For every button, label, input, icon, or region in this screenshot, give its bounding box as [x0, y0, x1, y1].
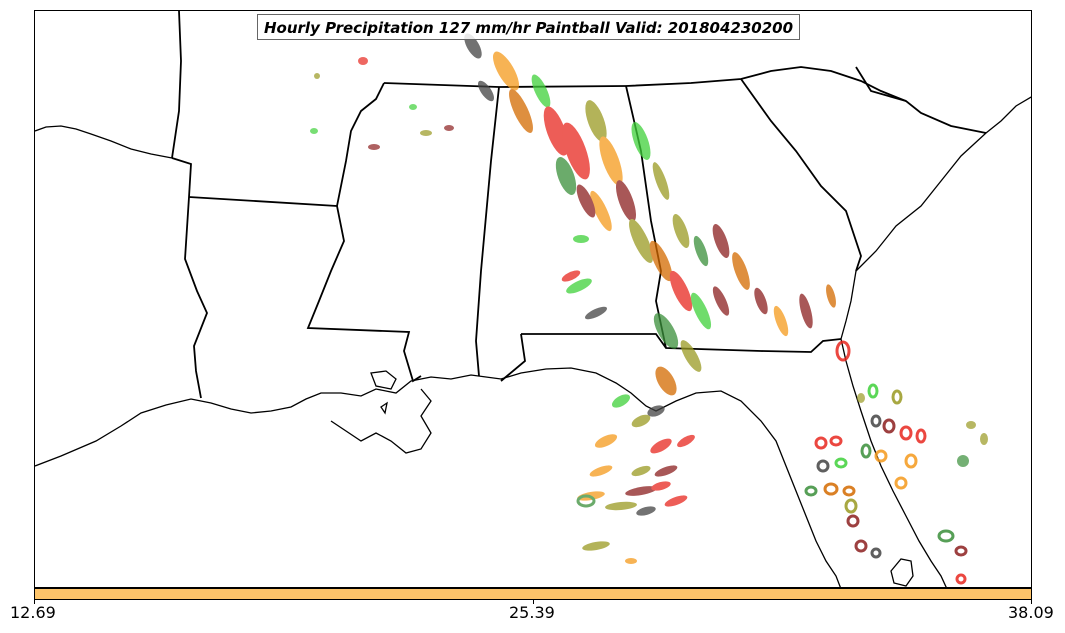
map-panel — [34, 10, 1032, 588]
state-borders — [171, 11, 987, 399]
precip-contours — [310, 33, 988, 585]
colorbar — [34, 588, 1032, 600]
colorbar-tick-mid — [533, 600, 534, 604]
map-title: Hourly Precipitation 127 mm/hr Paintball… — [257, 14, 801, 40]
colorbar-label-min: 12.69 — [10, 603, 56, 622]
colorbar-tick-max — [1031, 600, 1032, 604]
colorbar-tick-min — [34, 600, 35, 604]
map-canvas — [35, 11, 1031, 587]
colorbar-label-max: 38.09 — [1008, 603, 1054, 622]
colorbar-label-mid: 25.39 — [509, 603, 555, 622]
coastline — [35, 96, 1031, 587]
